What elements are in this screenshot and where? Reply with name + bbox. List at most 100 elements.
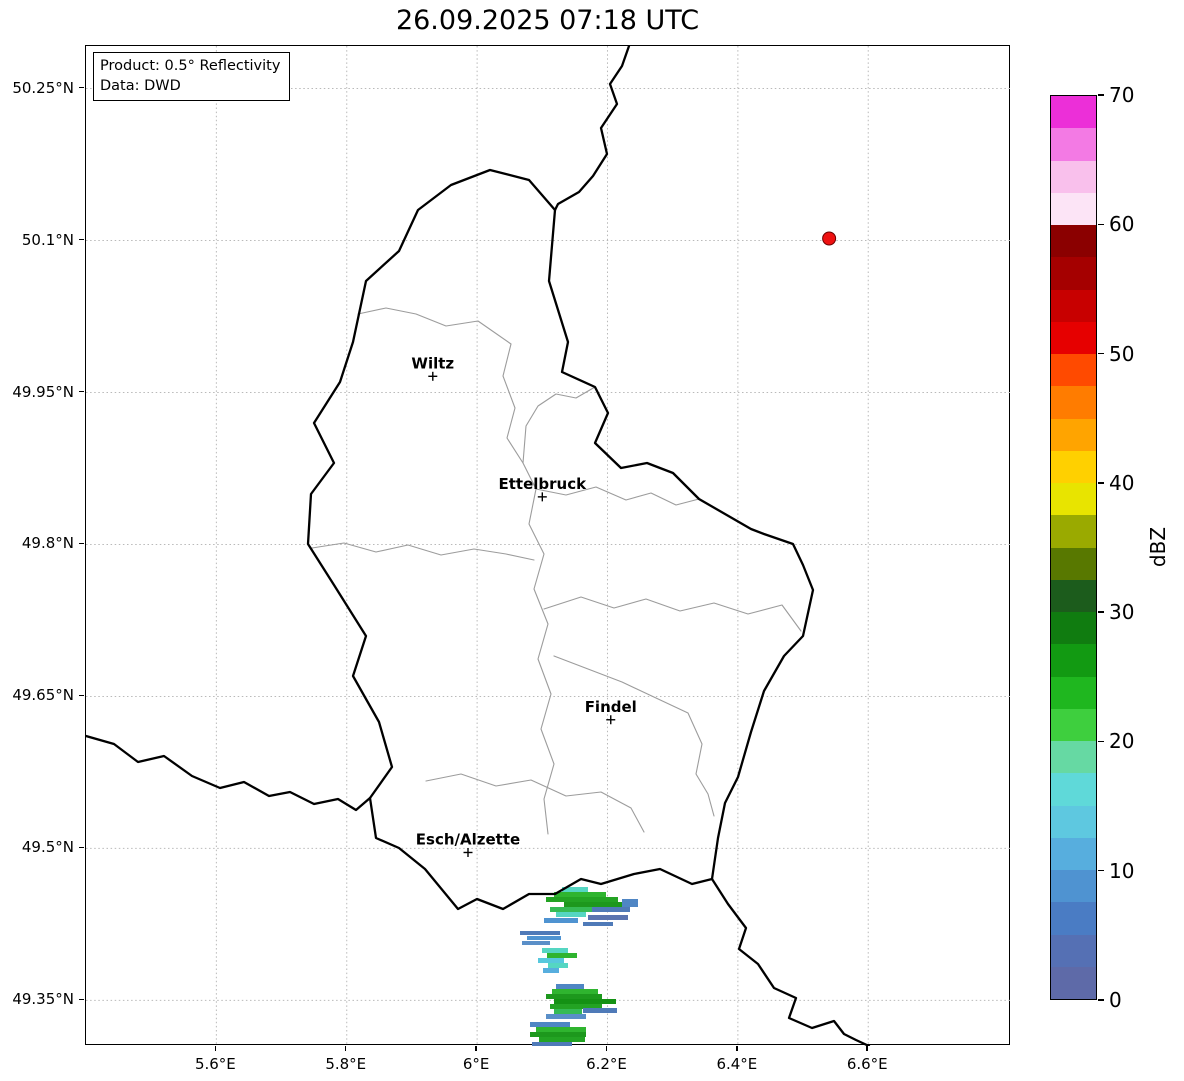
x-tick-mark xyxy=(866,1046,868,1051)
colorbar-tick-mark xyxy=(1098,482,1104,484)
x-tick-label: 6.2°E xyxy=(586,1055,627,1073)
colorbar-segment xyxy=(1051,579,1096,612)
colorbar-tick-mark xyxy=(1098,223,1104,226)
y-tick-label: 50.25°N xyxy=(12,78,74,97)
colorbar-segment xyxy=(1051,966,1096,999)
district-border-line xyxy=(553,655,715,817)
y-tick-label: 49.5°N xyxy=(21,838,74,857)
radar-echo xyxy=(554,999,616,1004)
city-marker: Wiltz xyxy=(411,354,454,381)
colorbar-tick-label: 50 xyxy=(1109,341,1135,366)
district-border-line xyxy=(528,488,555,835)
colorbar-segment xyxy=(1051,644,1096,677)
colorbar-segment xyxy=(1051,773,1096,806)
colorbar xyxy=(1050,95,1097,1000)
info-data-line: Data: DWD xyxy=(100,78,181,94)
y-tick-mark xyxy=(79,86,84,89)
x-tick-mark xyxy=(736,1046,738,1051)
colorbar-segment xyxy=(1051,547,1096,580)
y-tick-mark xyxy=(79,998,84,1001)
y-tick-label: 49.95°N xyxy=(12,382,74,401)
district-border-line xyxy=(311,542,535,561)
colorbar-tick-label: 60 xyxy=(1109,212,1135,237)
city-marker: Findel xyxy=(585,698,637,725)
colorbar-segment xyxy=(1051,257,1096,290)
colorbar-axis-label: dBZ xyxy=(1146,526,1170,568)
colorbar-segment xyxy=(1051,805,1096,838)
radar-echo-layer xyxy=(520,887,638,1046)
x-tick-mark xyxy=(605,1046,608,1051)
colorbar-segment xyxy=(1051,934,1096,967)
city-label: Esch/Alzette xyxy=(416,830,520,848)
y-tick-mark xyxy=(79,846,84,849)
x-tick-label: 6°E xyxy=(462,1055,490,1073)
city-label: Ettelbruck xyxy=(499,475,588,493)
colorbar-segment xyxy=(1051,612,1096,645)
radar-echo xyxy=(550,907,592,912)
luxembourg-border xyxy=(306,168,815,911)
radar-echo xyxy=(546,994,602,999)
city-marker: Esch/Alzette xyxy=(416,830,520,857)
colorbar-tick-label: 0 xyxy=(1109,988,1122,1012)
district-border-line xyxy=(522,386,596,464)
colorbar-tick-mark xyxy=(1098,352,1104,355)
radar-echo xyxy=(539,1037,585,1042)
radar-echo xyxy=(530,1022,570,1027)
radar-site-marker xyxy=(822,231,837,246)
radar-echo xyxy=(552,989,598,994)
radar-echo xyxy=(622,899,638,907)
radar-echo xyxy=(527,936,561,940)
radar-echo xyxy=(554,1009,582,1014)
colorbar-segment xyxy=(1051,192,1096,225)
city-label: Findel xyxy=(585,698,637,716)
radar-echo xyxy=(548,963,568,968)
colorbar-segment xyxy=(1051,96,1096,129)
radar-echo xyxy=(543,968,559,973)
radar-echo xyxy=(556,912,586,917)
radar-echo xyxy=(564,902,622,907)
colorbar-tick-mark xyxy=(1098,611,1104,613)
colorbar-segment xyxy=(1051,160,1096,193)
france-germany-border xyxy=(710,877,871,1046)
colorbar-segment xyxy=(1051,837,1096,870)
map-plot-area: Wiltz Ettelbruck Findel Esch/Alzette Produc… xyxy=(85,45,1011,1046)
y-tick-mark xyxy=(79,542,84,545)
colorbar-segment xyxy=(1051,676,1096,709)
y-tick-mark xyxy=(79,390,84,393)
figure-title: 26.09.2025 07:18 UTC xyxy=(395,5,700,36)
y-tick-label: 49.35°N xyxy=(12,990,74,1009)
radar-echo xyxy=(550,1004,602,1009)
colorbar-tick-mark xyxy=(1098,869,1104,872)
info-box: Product: 0.5° Reflectivity Data: DWD xyxy=(93,52,291,101)
district-border-line xyxy=(543,596,802,632)
colorbar-segment xyxy=(1051,289,1096,322)
radar-echo xyxy=(562,887,588,892)
x-tick-label: 5.6°E xyxy=(194,1055,236,1073)
radar-echo xyxy=(536,1027,586,1032)
colorbar-segment xyxy=(1051,515,1096,548)
colorbar-segment xyxy=(1051,321,1096,354)
colorbar-segment xyxy=(1051,128,1096,161)
colorbar-tick-mark xyxy=(1098,999,1104,1001)
y-tick-label: 50.1°N xyxy=(21,230,74,249)
marker-layer: Wiltz Ettelbruck Findel Esch/Alzette xyxy=(411,231,837,857)
radar-echo xyxy=(547,953,577,958)
district-border-line xyxy=(535,486,700,506)
radar-echo xyxy=(556,984,584,989)
colorbar-segment xyxy=(1051,450,1096,483)
colorbar-segment xyxy=(1051,354,1096,387)
y-tick-label: 49.65°N xyxy=(12,686,74,705)
radar-echo xyxy=(592,907,630,912)
colorbar-segment xyxy=(1051,741,1096,774)
colorbar-segment xyxy=(1051,418,1096,451)
radar-echo xyxy=(554,892,606,897)
x-tick-label: 6.4°E xyxy=(716,1055,758,1073)
radar-echo xyxy=(538,958,564,963)
colorbar-segment xyxy=(1051,225,1096,258)
colorbar-tick-label: 30 xyxy=(1109,600,1135,625)
colorbar-tick-label: 20 xyxy=(1109,729,1135,754)
radar-echo xyxy=(520,931,560,935)
district-border-line xyxy=(357,307,512,345)
radar-echo xyxy=(532,1042,572,1046)
